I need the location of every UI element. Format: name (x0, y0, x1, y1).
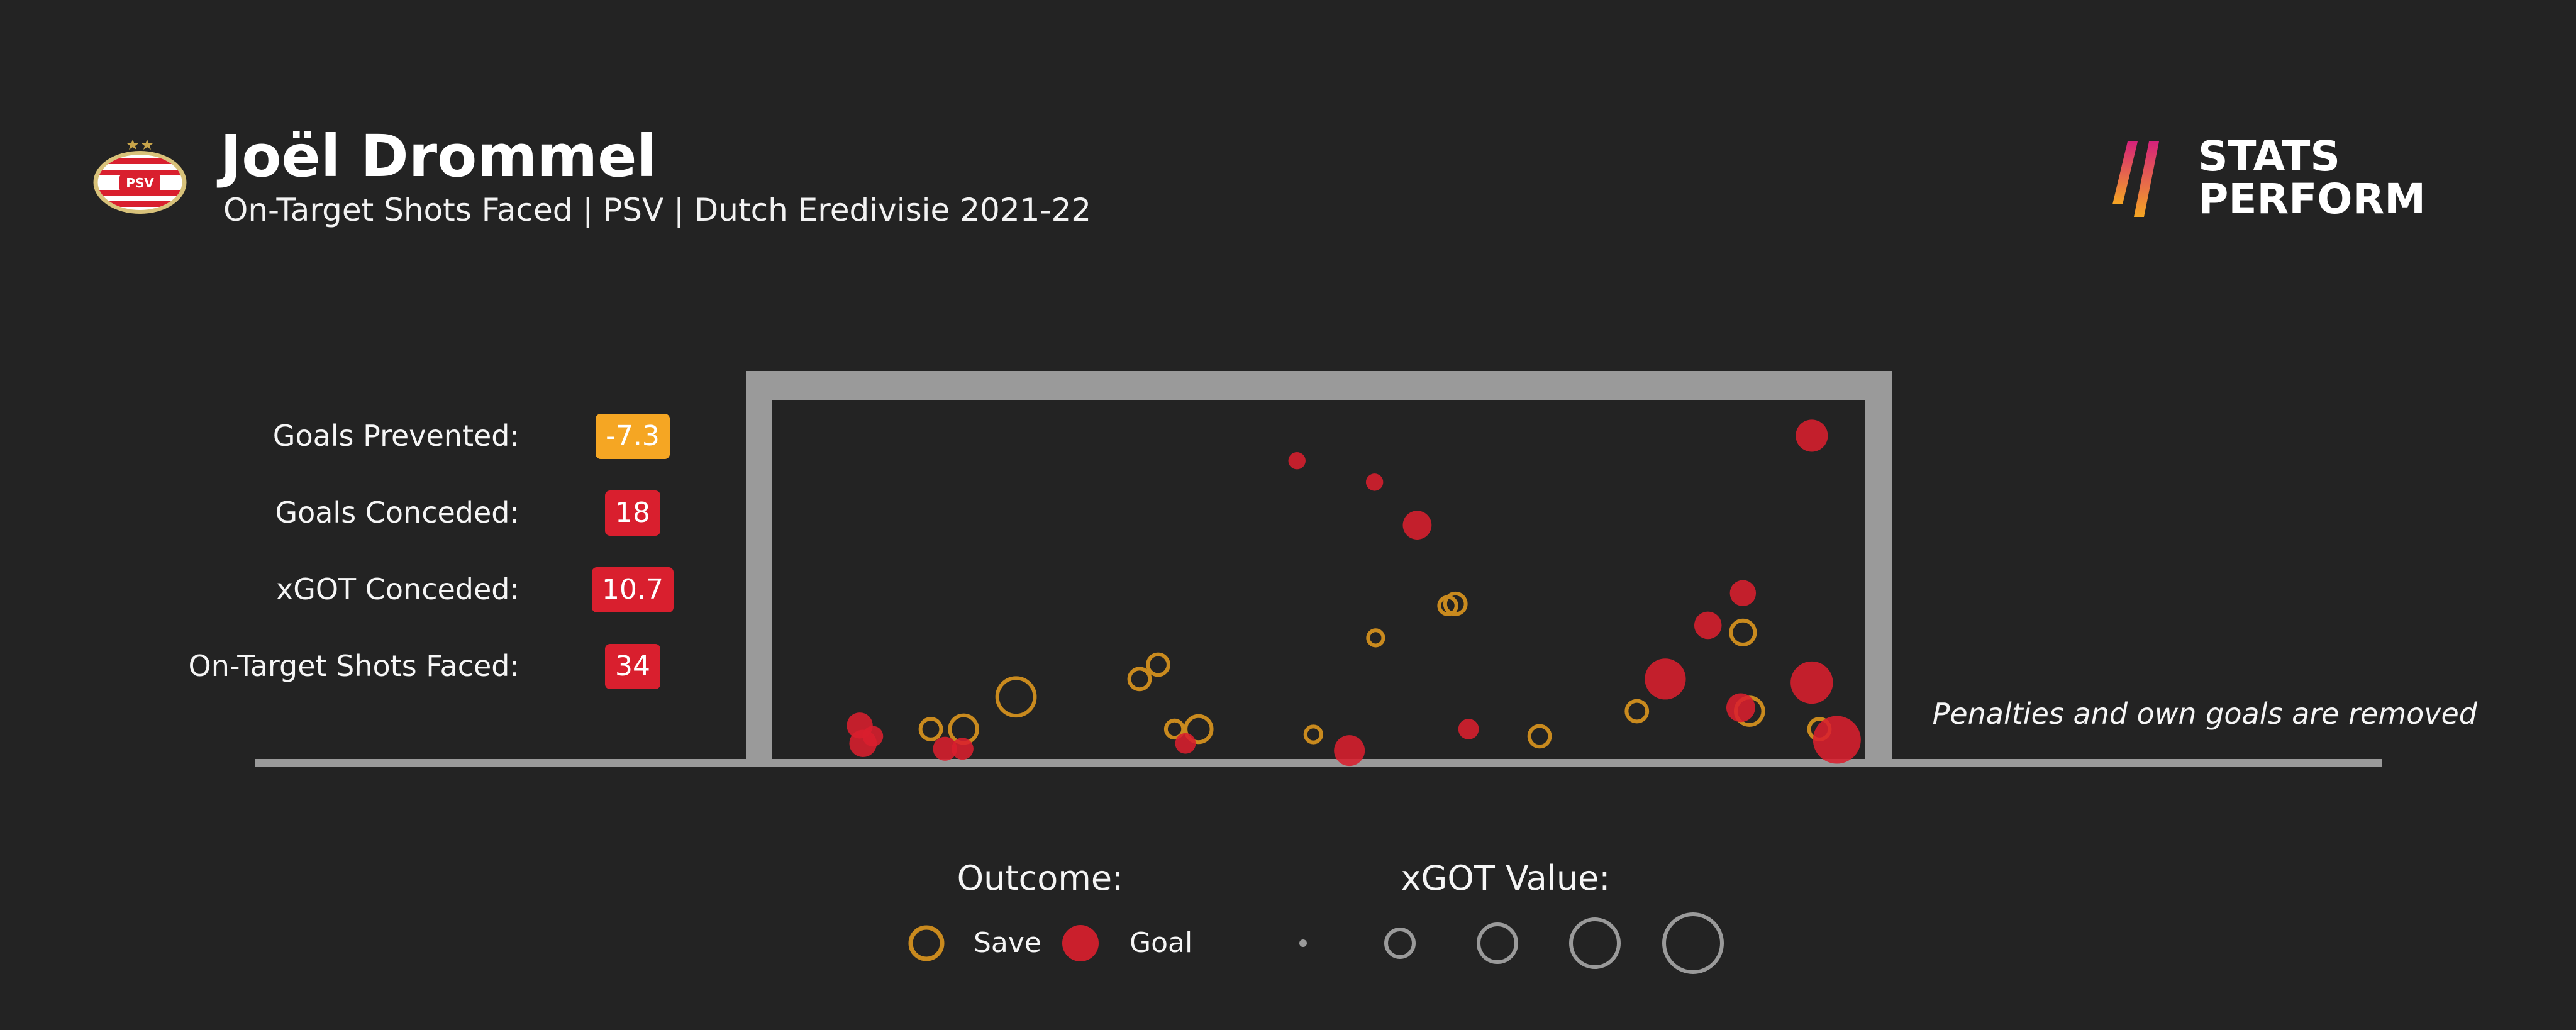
goal-shot-point-8 (1334, 735, 1365, 767)
shots-layer (847, 419, 1861, 767)
goal-shot-point-15 (1790, 661, 1833, 704)
save-shot-point-10 (1443, 591, 1468, 616)
save-shot-point-11 (1527, 724, 1552, 749)
stat-value-on-target-shots: 34 (605, 644, 660, 689)
save-shot-point-6 (1184, 714, 1214, 745)
club-badge-logo: PSV (93, 140, 187, 214)
crossbar (746, 371, 1892, 400)
stat-label-goals-prevented: Goals Prevented: (272, 419, 519, 453)
save-shot-point-0 (918, 717, 943, 741)
goal-shot-point-11 (1645, 658, 1686, 700)
stats-perform-stripes-icon (2112, 141, 2159, 217)
goal-shot-point-7 (1365, 473, 1384, 491)
stat-value-xgot-conceded: 10.7 (592, 567, 674, 612)
goal-shot-point-14 (1726, 693, 1755, 723)
right-post (1865, 371, 1892, 763)
goal-shot-point-4 (951, 738, 974, 760)
stat-label-on-target-shots: On-Target Shots Faced: (188, 649, 519, 683)
stat-label-xgot-conceded: xGOT Conceded: (275, 572, 519, 606)
legend-xgot-title: xGOT Value: (1401, 858, 1611, 898)
save-shot-point-13 (1729, 618, 1757, 646)
save-shot-point-12 (1624, 699, 1650, 724)
goal-shot-point-13 (1729, 580, 1757, 606)
stat-value-goals-prevented: -7.3 (596, 414, 670, 459)
goal-shot-point-6 (1288, 452, 1306, 470)
legend-save-label: Save (974, 927, 1042, 959)
legend-goal-marker (1062, 925, 1099, 961)
goal-shot-point-5 (1175, 733, 1196, 754)
goal-shot-point-10 (1458, 719, 1479, 739)
legend-goal-label: Goal (1130, 927, 1193, 959)
xgot-size-legend-marker-0 (1299, 939, 1307, 947)
goal-shot-point-16 (1796, 419, 1828, 452)
save-shot-point-4 (1146, 652, 1170, 677)
footnote: Penalties and own goals are removed (1932, 697, 2477, 731)
xgot-size-legend-marker-2 (1477, 922, 1518, 964)
outcome-legend (908, 925, 1099, 961)
save-shot-point-2 (995, 676, 1037, 718)
legend-save-marker (908, 925, 945, 961)
goal-shot-point-12 (1694, 611, 1722, 640)
stat-label-goals-conceded: Goals Conceded: (275, 496, 519, 529)
save-shot-point-3 (1127, 667, 1152, 692)
brand-line-1: STATS (2198, 132, 2340, 180)
save-shot-point-7 (1303, 724, 1323, 745)
ground-line (255, 759, 2382, 767)
save-shot-point-8 (1366, 628, 1385, 648)
xgot-size-legend-marker-4 (1662, 912, 1724, 974)
xgot-size-legend (1299, 912, 1724, 974)
club-badge-text: PSV (126, 175, 154, 191)
stat-value-goals-conceded: 18 (605, 490, 660, 536)
xgot-size-legend-marker-1 (1384, 928, 1416, 959)
goal-shot-point-9 (1402, 511, 1432, 540)
stats-perform-logo: STATS PERFORM (2110, 132, 2426, 223)
brand-line-2: PERFORM (2198, 175, 2426, 223)
player-name: Joël Drommel (220, 123, 657, 190)
save-shot-point-5 (1163, 718, 1185, 740)
xgot-size-legend-marker-3 (1569, 917, 1621, 969)
goal-shot-point-3 (933, 736, 957, 761)
goal-shot-point-17 (1813, 716, 1861, 764)
goal-shot-point-2 (862, 726, 884, 747)
club-badge-stars-icon (127, 140, 153, 150)
legend-outcome-title: Outcome: (957, 858, 1124, 898)
goal-frame (255, 371, 2382, 767)
chart-subtitle: On-Target Shots Faced | PSV | Dutch Ered… (223, 192, 1092, 228)
left-post (746, 371, 772, 763)
